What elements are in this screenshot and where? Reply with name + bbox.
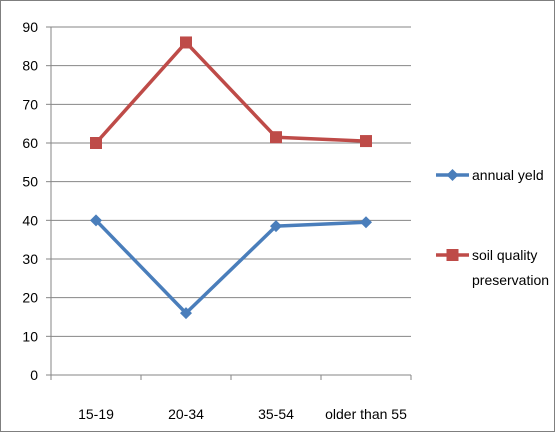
legend-marker [446,169,459,181]
data-point [180,307,192,320]
legend-label: annual yeld [472,167,544,183]
series-line [94,40,367,145]
data-point [270,131,282,144]
legend-marker [446,249,459,261]
data-point [360,216,372,229]
data-point [90,214,102,227]
data-point [180,36,192,49]
axes [46,26,412,380]
x-tick-labels: 15-19 20-34 35-54 older than 55 [78,406,407,422]
y-tick-labels: 0 10 20 30 40 50 60 70 80 90 [22,19,38,383]
legend-label: soil quality [472,247,537,263]
series-0 [90,214,372,320]
y-tick-label: 40 [22,212,38,228]
y-tick-label: 50 [22,174,38,190]
legend: annual yeld soil quality preservation [436,167,549,288]
y-tick-label: 20 [22,290,38,306]
y-tick-label: 70 [22,96,38,112]
x-tick-label: 15-19 [78,406,114,422]
y-tick-label: 0 [30,367,38,383]
y-tick-label: 60 [22,135,38,151]
x-tick-label: 35-54 [258,406,294,422]
data-point [90,137,102,149]
legend-label: preservation [472,272,549,288]
x-tick-label: 20-34 [168,406,204,422]
series-lines [90,36,372,320]
y-tick-label: 10 [22,328,38,344]
gridlines [51,26,411,337]
y-tick-label: 30 [22,251,38,267]
series-line [94,219,367,315]
series-1 [90,36,372,149]
y-tick-label: 80 [22,58,38,74]
legend-item: annual yeld [436,167,544,183]
x-tick-label: older than 55 [325,406,407,422]
legend-item: soil quality preservation [436,247,549,288]
y-tick-label: 90 [22,19,38,35]
data-point [360,135,372,148]
data-point [270,220,282,233]
